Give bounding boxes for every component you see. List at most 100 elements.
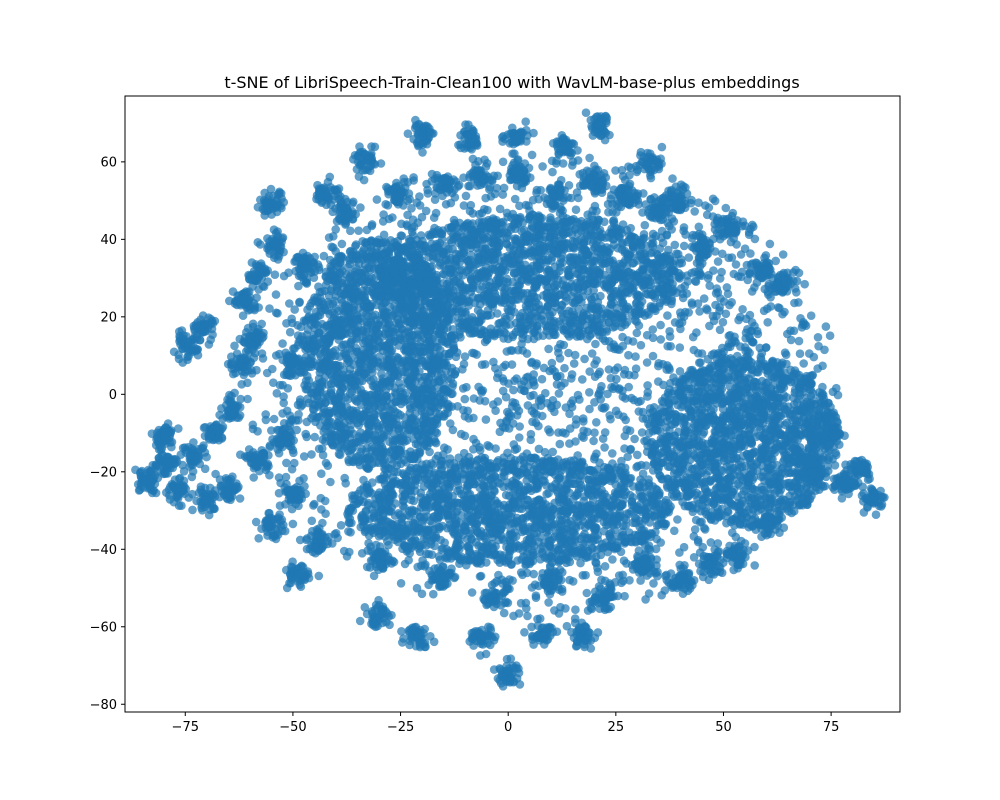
- scatter-point: [555, 439, 565, 449]
- scatter-point: [673, 469, 682, 479]
- scatter-point: [357, 444, 367, 454]
- scatter-point: [608, 449, 617, 458]
- scatter-point: [713, 288, 723, 297]
- scatter-point: [491, 406, 500, 416]
- scatter-point: [695, 479, 704, 489]
- scatter-point: [485, 442, 494, 451]
- scatter-point: [614, 410, 623, 420]
- scatter-point: [537, 374, 547, 384]
- scatter-point: [726, 447, 735, 456]
- scatter-point: [554, 389, 564, 398]
- scatter-point: [617, 456, 626, 466]
- scatter-point: [469, 434, 478, 444]
- scatter-point: [544, 344, 553, 354]
- scatter-point: [393, 355, 403, 365]
- scatter-point: [677, 402, 686, 412]
- scatter-point: [564, 348, 573, 358]
- scatter-point: [360, 389, 370, 399]
- scatter-point: [637, 428, 647, 437]
- scatter-point: [387, 417, 397, 427]
- scatter-point: [647, 437, 657, 447]
- scatter-point: [411, 439, 421, 449]
- scatter-point: [351, 335, 361, 344]
- scatter-point: [536, 401, 546, 411]
- scatter-point: [659, 380, 668, 390]
- scatter-point: [695, 358, 704, 368]
- scatter-point: [591, 339, 600, 349]
- scatter-point: [335, 450, 345, 460]
- scatter-point: [429, 378, 439, 387]
- scatter-point: [719, 398, 728, 408]
- scatter-point: [344, 409, 354, 418]
- scatter-point: [642, 358, 652, 367]
- scatter-point: [585, 367, 594, 376]
- scatter-point: [675, 367, 685, 376]
- scatter-point: [520, 386, 529, 396]
- scatter-point: [559, 324, 568, 334]
- scatter-point: [361, 303, 371, 313]
- scatter-point: [480, 360, 490, 369]
- scatter-point: [385, 319, 394, 329]
- scatter-point: [702, 487, 712, 497]
- scatter-point: [630, 434, 639, 444]
- scatter-point: [339, 340, 348, 350]
- scatter-point: [400, 329, 410, 338]
- scatter-point: [711, 485, 721, 494]
- scatter-point: [527, 406, 537, 416]
- scatter-point: [355, 358, 364, 368]
- scatter-point: [499, 362, 508, 372]
- scatter-point: [663, 311, 672, 320]
- scatter-point: [699, 294, 709, 303]
- scatter-point: [501, 392, 511, 402]
- scatter-point: [697, 412, 707, 421]
- scatter-point: [723, 289, 733, 299]
- scatter-point: [395, 445, 404, 455]
- scatter-point: [623, 452, 632, 462]
- scatter-point: [493, 373, 502, 383]
- scatter-point: [785, 491, 794, 501]
- scatter-point: [672, 488, 681, 498]
- scatter-point: [478, 386, 488, 395]
- scatter-point: [798, 500, 807, 510]
- scatter-point: [406, 416, 416, 426]
- scatter-point: [772, 506, 782, 516]
- scatter-point: [693, 424, 703, 433]
- scatter-point: [653, 413, 662, 422]
- scatter-point: [361, 406, 371, 416]
- scatter-point: [415, 448, 425, 457]
- scatter-point: [555, 354, 565, 363]
- scatter-point: [326, 379, 336, 389]
- scatter-point: [351, 241, 360, 251]
- scatter-point: [728, 465, 737, 474]
- scatter-point: [425, 336, 434, 345]
- scatter-point: [638, 407, 648, 417]
- scatter-point: [553, 343, 563, 353]
- scatter-point: [724, 331, 734, 341]
- scatter-point: [443, 445, 452, 454]
- scatter-point: [448, 425, 458, 435]
- scatter-point: [665, 385, 674, 394]
- scatter-point: [315, 378, 325, 388]
- scatter-point: [398, 435, 407, 444]
- scatter-point: [711, 416, 720, 425]
- scatter-point: [401, 395, 410, 405]
- scatter-point: [694, 394, 703, 404]
- scatter-point: [422, 428, 432, 438]
- scatter-point: [509, 385, 518, 395]
- scatter-point: [715, 303, 724, 312]
- scatter-point: [552, 380, 562, 389]
- scatter-point: [459, 359, 469, 369]
- scatter-point: [587, 349, 597, 358]
- scatter-point: [741, 399, 751, 408]
- scatter-point: [368, 360, 377, 369]
- scatter-point: [761, 378, 771, 388]
- scatter-point: [519, 246, 528, 256]
- scatter-point: [715, 325, 725, 335]
- scatter-point: [547, 403, 556, 413]
- scatter-point: [460, 352, 470, 361]
- scatter-point: [571, 437, 580, 446]
- scatter-point: [712, 441, 722, 451]
- scatter-point: [735, 363, 744, 372]
- scatter-point: [565, 409, 574, 419]
